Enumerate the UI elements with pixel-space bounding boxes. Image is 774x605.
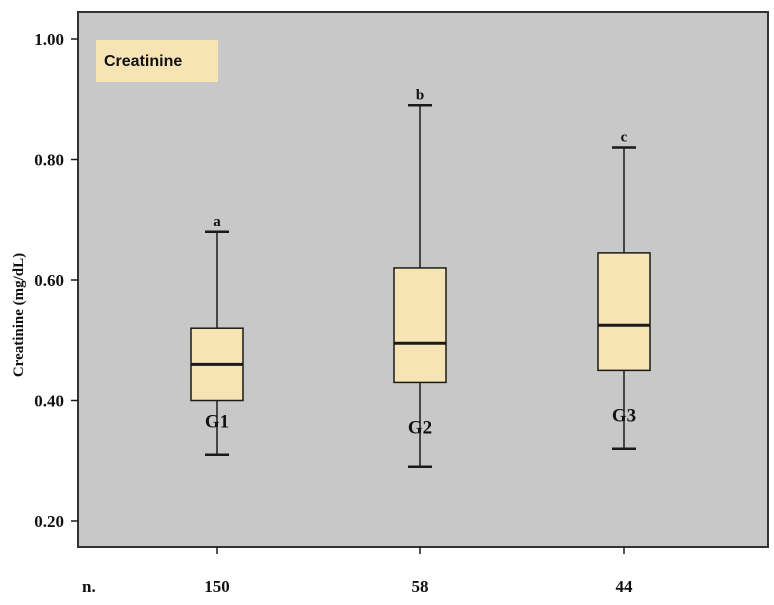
n-value: 58 [412,577,429,596]
group-label: G2 [408,418,432,439]
boxes: a G1 b G2 c G3 [190,87,651,469]
y-tick-label: 1.00 [34,30,64,49]
group-label: G1 [205,412,229,433]
n-value: 44 [616,577,634,596]
significance-letter: c [621,129,628,145]
group-label: G3 [612,406,636,427]
iqr-box [393,267,447,384]
n-label: n. [82,577,96,596]
n-value: 150 [204,577,230,596]
significance-letter: a [213,214,221,230]
y-axis: 0.20 0.40 0.60 0.80 1.00 [34,30,78,531]
x-axis [216,547,625,554]
legend-box [96,40,218,82]
y-tick-label: 0.60 [34,271,64,290]
y-tick-label: 0.80 [34,151,64,170]
y-axis-title: Creatinine (mg/dL) [11,253,27,377]
significance-letter: b [416,87,424,103]
y-tick-label: 0.40 [34,392,64,411]
n-values: 150 58 44 [204,577,633,596]
iqr-box [597,252,651,372]
chart-title: Creatinine [104,53,182,70]
y-tick-label: 0.20 [34,512,64,531]
